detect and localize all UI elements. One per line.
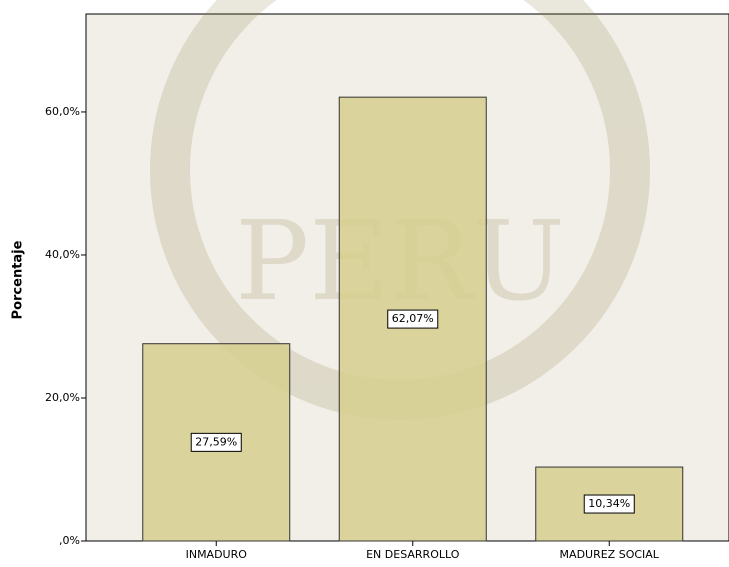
x-tick-label: EN DESARROLLO bbox=[366, 548, 460, 561]
y-tick-label: 40,0% bbox=[45, 248, 80, 261]
y-tick-label: ,0% bbox=[59, 534, 80, 547]
value-label: 10,34% bbox=[588, 497, 630, 510]
value-label-box bbox=[190, 432, 242, 452]
value-label: 62,07% bbox=[392, 312, 434, 325]
y-axis-title: Porcentaje bbox=[11, 240, 26, 319]
value-label: 27,59% bbox=[195, 435, 237, 448]
x-tick-label: MADUREZ SOCIAL bbox=[560, 548, 660, 561]
y-tick-label: 20,0% bbox=[45, 391, 80, 404]
value-label-box bbox=[387, 309, 439, 329]
value-label-box bbox=[583, 494, 635, 514]
x-tick-label: INMADURO bbox=[186, 548, 248, 561]
y-tick-label: 60,0% bbox=[45, 105, 80, 118]
